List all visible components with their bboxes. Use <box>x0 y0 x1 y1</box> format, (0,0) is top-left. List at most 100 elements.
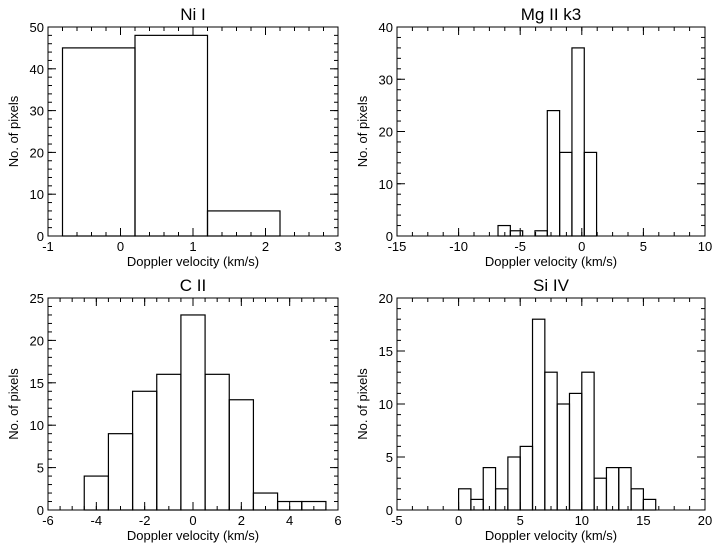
x-tick-label: 10 <box>698 239 712 254</box>
x-tick-label: 6 <box>334 513 341 528</box>
x-tick-label: 1 <box>189 239 196 254</box>
x-axis-label: Doppler velocity (km/s) <box>127 528 259 543</box>
histogram-bar <box>531 318 546 511</box>
histogram-bar <box>605 467 620 511</box>
y-tick-label: 10 <box>30 418 44 433</box>
y-tick-label: 10 <box>30 187 44 202</box>
panel-mg-ii-k3: -15 -10 -5 0 5 10 0 10 20 30 40 Mg II k3 Doppler vel… <box>355 5 712 269</box>
x-tick-label: -2 <box>139 513 151 528</box>
y-tick-label: 20 <box>30 145 44 160</box>
x-tick-label: 15 <box>636 513 650 528</box>
y-tick-label: 5 <box>386 450 393 465</box>
histogram-bar <box>546 109 561 237</box>
histogram-bar <box>593 477 608 511</box>
x-axis-label: Doppler velocity (km/s) <box>485 528 617 543</box>
x-tick-label: 5 <box>517 513 524 528</box>
histogram-bar <box>494 488 509 511</box>
y-tick-label: 0 <box>37 503 44 518</box>
histogram-bar <box>482 467 497 511</box>
histogram-bar <box>134 34 209 237</box>
histogram-bar <box>534 230 548 237</box>
chart-title: C II <box>180 276 206 295</box>
histogram-bar <box>131 390 158 511</box>
histogram-bar <box>301 500 327 511</box>
histogram-bar <box>618 467 632 511</box>
y-tick-label: 20 <box>379 125 393 140</box>
y-tick-label: 20 <box>379 291 393 306</box>
histogram-bar <box>556 403 571 511</box>
y-tick-label: 15 <box>379 344 393 359</box>
y-axis-label: No. of pixels <box>355 95 370 167</box>
chart-title: Mg II k3 <box>521 5 581 24</box>
histogram-bar <box>507 456 521 511</box>
x-tick-label: -1 <box>42 239 54 254</box>
histogram-bar <box>228 399 255 511</box>
y-axis-label: No. of pixels <box>6 95 21 167</box>
histogram-bar <box>497 224 511 237</box>
chart-title: Ni I <box>180 5 206 24</box>
x-tick-label: -15 <box>388 239 407 254</box>
histogram-bar <box>642 498 657 511</box>
histogram-bar <box>156 373 182 511</box>
x-tick-label: 0 <box>189 513 196 528</box>
y-tick-label: 30 <box>30 104 44 119</box>
plot-frame <box>47 26 339 237</box>
histogram-bar <box>509 230 524 237</box>
x-axis-label: Doppler velocity (km/s) <box>127 254 259 269</box>
y-axis-label: No. of pixels <box>355 368 370 440</box>
x-tick-label: -10 <box>449 239 468 254</box>
y-axis-label: No. of pixels <box>6 368 21 440</box>
histogram-bar <box>107 433 134 511</box>
panel-c-ii: -6 -4 -2 0 2 4 6 0 5 10 15 20 25 C II Doppler velocity… <box>6 276 342 543</box>
y-tick-label: 15 <box>30 376 44 391</box>
y-tick-label: 20 <box>30 333 44 348</box>
y-tick-label: 50 <box>30 20 44 35</box>
y-tick-label: 0 <box>37 229 44 244</box>
histogram-bar <box>581 371 595 511</box>
x-axis-label: Doppler velocity (km/s) <box>485 254 617 269</box>
plot-frame <box>396 26 706 237</box>
y-tick-label: 5 <box>37 461 44 476</box>
histogram-bar <box>630 488 645 511</box>
x-tick-label: -5 <box>391 513 403 528</box>
histogram-bar <box>559 151 573 237</box>
histogram-bar <box>180 314 206 511</box>
y-tick-label: 40 <box>30 62 44 77</box>
y-tick-label: 40 <box>379 20 393 35</box>
y-tick-label: 30 <box>379 72 393 87</box>
histogram-bar <box>571 47 585 237</box>
x-tick-label: -5 <box>514 239 526 254</box>
y-tick-label: 0 <box>386 229 393 244</box>
histogram-bar <box>204 373 230 511</box>
x-tick-label: 5 <box>640 239 647 254</box>
histogram-bar <box>568 392 583 511</box>
y-tick-label: 0 <box>386 503 393 518</box>
x-tick-label: 0 <box>578 239 585 254</box>
histogram-bar <box>206 210 281 237</box>
x-tick-label: 0 <box>117 239 124 254</box>
x-tick-label: 10 <box>575 513 589 528</box>
x-tick-label: 2 <box>262 239 269 254</box>
histogram-bar <box>583 151 598 237</box>
x-tick-label: 4 <box>286 513 293 528</box>
histogram-bar <box>544 371 558 511</box>
x-tick-label: 0 <box>455 513 462 528</box>
y-tick-label: 10 <box>379 177 393 192</box>
chart-title: Si IV <box>533 276 570 295</box>
y-tick-label: 10 <box>379 397 393 412</box>
x-tick-label: 2 <box>238 513 245 528</box>
histogram-bar <box>519 445 534 511</box>
y-tick-label: 25 <box>30 291 44 306</box>
histogram-bar <box>61 47 136 237</box>
x-tick-label: -6 <box>42 513 54 528</box>
histogram-bar <box>458 488 472 511</box>
x-tick-label: -4 <box>91 513 103 528</box>
x-tick-label: 3 <box>334 239 341 254</box>
x-tick-label: 20 <box>698 513 712 528</box>
histogram-bar <box>470 498 484 511</box>
plot-frame <box>47 297 339 511</box>
plot-frame <box>396 297 706 511</box>
